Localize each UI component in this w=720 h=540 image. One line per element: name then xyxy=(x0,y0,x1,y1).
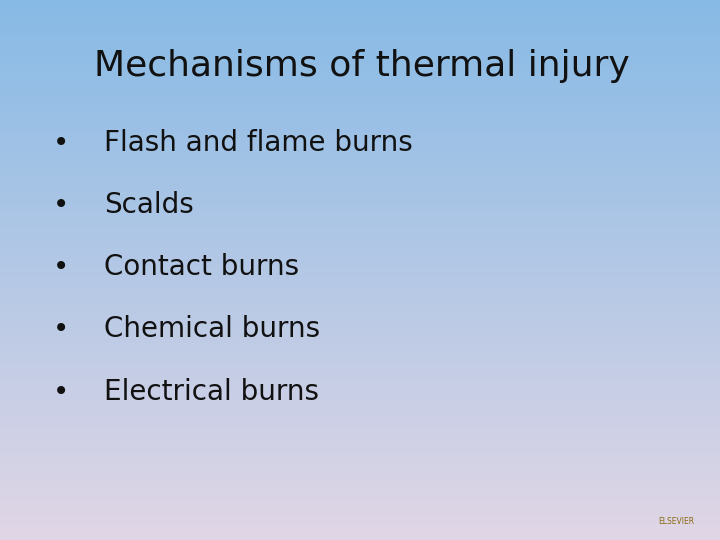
Text: •: • xyxy=(53,129,69,157)
Text: ELSEVIER: ELSEVIER xyxy=(659,517,695,526)
Text: •: • xyxy=(53,191,69,219)
Text: Scalds: Scalds xyxy=(104,191,194,219)
Text: •: • xyxy=(53,253,69,281)
Text: Flash and flame burns: Flash and flame burns xyxy=(104,129,413,157)
Text: •: • xyxy=(53,315,69,343)
Text: •: • xyxy=(53,377,69,406)
Text: Mechanisms of thermal injury: Mechanisms of thermal injury xyxy=(94,49,629,83)
Text: Electrical burns: Electrical burns xyxy=(104,377,320,406)
Text: Chemical burns: Chemical burns xyxy=(104,315,320,343)
Text: Contact burns: Contact burns xyxy=(104,253,300,281)
